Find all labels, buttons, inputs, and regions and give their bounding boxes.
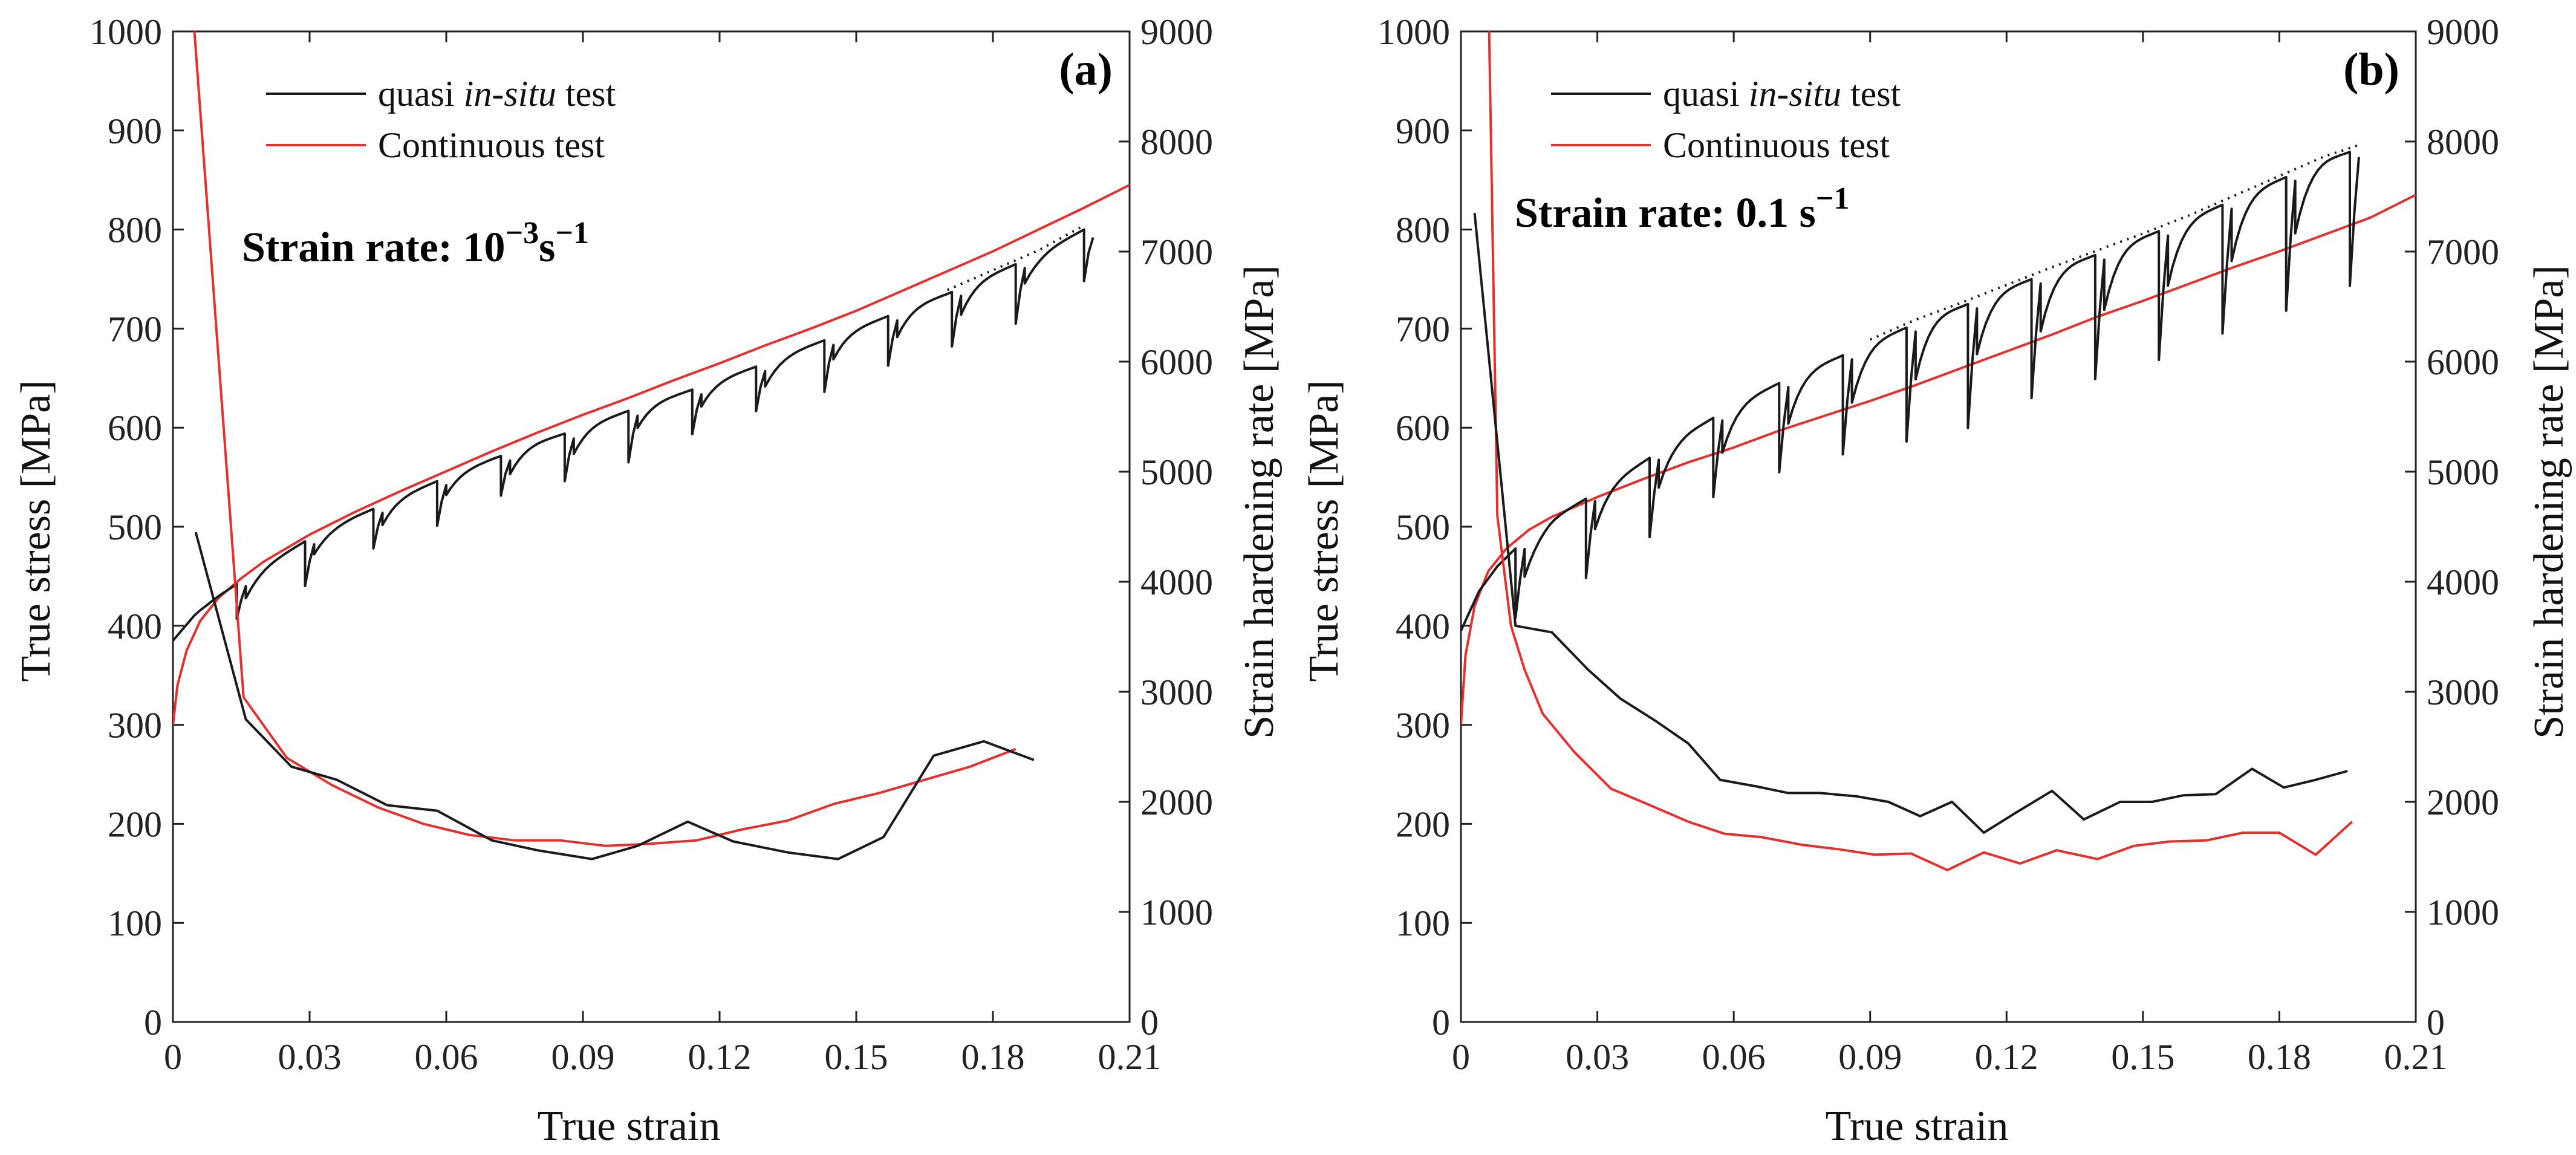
x-tick-label: 0.06 xyxy=(415,1037,478,1077)
x-tick-label: 0.06 xyxy=(1702,1037,1766,1077)
y-tick-label-left: 800 xyxy=(1396,210,1450,250)
series-envelope-dotted xyxy=(1869,143,2362,341)
series-line-quasi-in-situ-hardening-rate xyxy=(1473,213,2348,834)
series-line-continuous-hardening-rate xyxy=(193,31,1016,847)
y-tick-label-left: 400 xyxy=(1396,607,1450,646)
y-tick-label-right: 9000 xyxy=(2427,12,2499,52)
series-line-quasi-in-situ-stress-envelope xyxy=(173,228,1094,642)
plot-area xyxy=(1461,31,2416,871)
panel-label: (b) xyxy=(2343,44,2399,95)
x-tick-label: 0.03 xyxy=(1566,1037,1629,1077)
chart-panel-a: True stress [MPa] Strain hardening rate … xyxy=(13,12,1283,1150)
y-tick-label-right: 1000 xyxy=(1140,893,1213,932)
strain-rate-unit: s xyxy=(539,224,555,271)
y-tick-label-left: 300 xyxy=(108,706,162,746)
y-tick-label-left: 900 xyxy=(108,111,162,151)
y-axis-title-right: Strain hardening rate [MPa] xyxy=(2526,265,2572,738)
y-tick-label-left: 1000 xyxy=(1377,12,1450,52)
y-tick-label-right: 4000 xyxy=(2427,562,2499,602)
y-tick-label-left: 600 xyxy=(1396,408,1450,448)
series-line-quasi-in-situ-hardening-rate xyxy=(194,532,1035,861)
y-tick-label-right: 5000 xyxy=(1140,452,1213,492)
y-tick-label-left: 300 xyxy=(1396,706,1450,746)
series-line-continuous-hardening-rate xyxy=(1488,31,2353,871)
x-tick-label: 0.09 xyxy=(551,1037,615,1077)
series-line-quasi-in-situ-stress-envelope xyxy=(1461,151,2360,631)
y-tick-label-left: 0 xyxy=(1432,1003,1450,1043)
strain-rate-unit-exponent: −1 xyxy=(555,216,589,250)
y-tick-label-left: 1000 xyxy=(89,12,162,52)
x-axis-title: True strain xyxy=(1826,1103,2009,1150)
y-tick-label-right: 5000 xyxy=(2427,452,2499,492)
x-tick-label: 0.21 xyxy=(2384,1037,2448,1077)
x-tick-label: 0.18 xyxy=(961,1037,1025,1077)
x-tick-label: 0 xyxy=(1452,1037,1470,1077)
y-tick-label-left: 100 xyxy=(108,903,162,943)
y-axis-title-left: True stress [MPa] xyxy=(1301,380,1347,682)
x-tick-label: 0.03 xyxy=(278,1037,342,1077)
y-tick-label-left: 700 xyxy=(108,309,162,349)
y-tick-label-left: 900 xyxy=(1396,111,1450,151)
strain-rate-text: Strain rate: 0.1 s xyxy=(1515,190,1816,236)
y-tick-label-left: 100 xyxy=(1396,903,1450,943)
y-tick-label-right: 7000 xyxy=(1140,232,1213,272)
strain-rate-exponent: −3 xyxy=(505,216,539,250)
y-tick-label-left: 200 xyxy=(108,804,162,844)
y-tick-label-left: 500 xyxy=(1396,507,1450,547)
y-tick-label-left: 200 xyxy=(1396,804,1450,844)
panel-label: (a) xyxy=(1059,44,1113,95)
y-tick-label-right: 7000 xyxy=(2427,232,2499,272)
y-tick-label-right: 0 xyxy=(1140,1003,1159,1043)
x-axis-title: True strain xyxy=(538,1103,721,1150)
y-tick-label-left: 400 xyxy=(108,607,162,646)
y-tick-label-right: 6000 xyxy=(2427,342,2499,382)
y-tick-label-right: 8000 xyxy=(2427,122,2499,162)
y-tick-label-right: 3000 xyxy=(2427,672,2499,712)
strain-rate-annotation: Strain rate: 10−3s−1 xyxy=(242,216,589,271)
legend-label-quasi-in-situ: quasi in-situ test xyxy=(1663,74,1901,114)
y-tick-label-right: 4000 xyxy=(1140,562,1213,602)
y-tick-label-right: 3000 xyxy=(1140,672,1213,712)
y-tick-label-left: 800 xyxy=(108,210,162,250)
y-tick-label-right: 1000 xyxy=(2427,893,2499,932)
x-tick-label: 0.12 xyxy=(688,1037,752,1077)
strain-rate-text: Strain rate: 10 xyxy=(242,224,505,271)
legend-label-quasi-in-situ: quasi in-situ test xyxy=(378,74,616,114)
y-tick-label-left: 700 xyxy=(1396,309,1450,349)
y-tick-label-right: 0 xyxy=(2427,1003,2445,1043)
y-tick-label-right: 2000 xyxy=(1140,782,1213,822)
y-tick-label-left: 600 xyxy=(108,408,162,448)
y-axis-title-left: True stress [MPa] xyxy=(13,380,59,682)
x-tick-label: 0.18 xyxy=(2248,1037,2311,1077)
y-tick-label-right: 9000 xyxy=(1140,12,1213,52)
x-tick-label: 0.15 xyxy=(2111,1037,2174,1077)
x-tick-label: 0.21 xyxy=(1098,1037,1162,1077)
y-tick-label-right: 2000 xyxy=(2427,782,2499,822)
legend-label-continuous: Continuous test xyxy=(1663,125,1890,165)
x-tick-label: 0.12 xyxy=(1975,1037,2038,1077)
legend-label-continuous: Continuous test xyxy=(378,125,605,165)
x-tick-label: 0 xyxy=(164,1037,182,1077)
x-tick-label: 0.15 xyxy=(825,1037,888,1077)
legend: quasi in-situ test Continuous test xyxy=(266,74,616,165)
y-tick-label-left: 0 xyxy=(144,1003,162,1043)
strain-rate-unit-exponent: −1 xyxy=(1816,181,1850,216)
plot-area xyxy=(173,31,1130,861)
legend: quasi in-situ test Continuous test xyxy=(1551,74,1901,165)
strain-rate-annotation: Strain rate: 0.1 s−1 xyxy=(1515,181,1849,236)
x-tick-label: 0.09 xyxy=(1838,1037,1902,1077)
y-tick-label-right: 6000 xyxy=(1140,342,1213,382)
y-tick-label-left: 500 xyxy=(108,507,162,547)
chart-panel-b: True stress [MPa] Strain hardening rate … xyxy=(1301,12,2572,1150)
y-axis-title-right: Strain hardening rate [MPa] xyxy=(1236,265,1283,738)
y-tick-label-right: 8000 xyxy=(1140,122,1213,162)
